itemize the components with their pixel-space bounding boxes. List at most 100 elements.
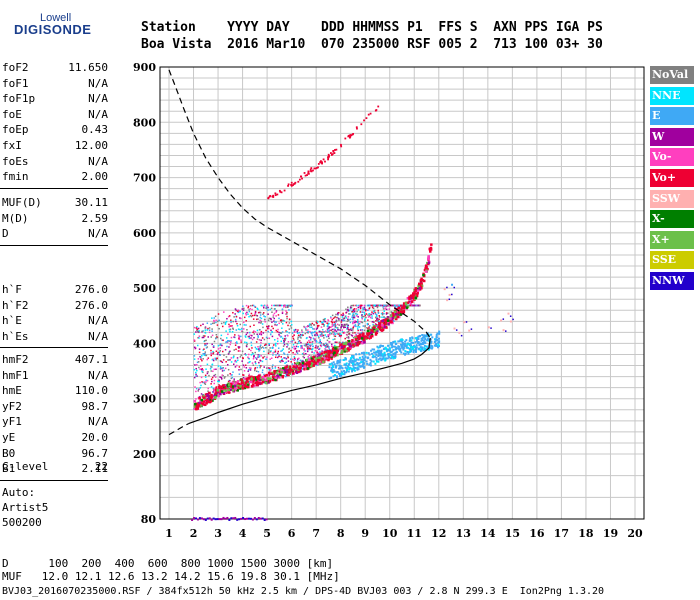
echo-dot xyxy=(333,152,336,154)
echo-dot xyxy=(327,329,329,332)
echo-dot xyxy=(199,387,202,389)
echo-dot xyxy=(249,360,251,363)
echo-dot xyxy=(239,310,241,313)
echo-dot xyxy=(362,365,365,368)
echo-dot xyxy=(303,349,305,351)
echo-dot xyxy=(361,318,364,320)
echo-dot xyxy=(370,360,373,363)
echo-dot xyxy=(206,393,209,397)
echo-dot xyxy=(218,319,220,322)
echo-dot xyxy=(341,367,344,370)
echo-dot xyxy=(314,338,316,340)
echo-dot xyxy=(193,405,197,408)
header-row-labels: Station YYYY DAY DDD HHMMSS P1 FFS S AXN… xyxy=(141,20,603,35)
echo-dot xyxy=(337,311,340,314)
echo-dot xyxy=(377,311,380,314)
echo-dot xyxy=(372,304,374,307)
echo-dot xyxy=(413,344,416,347)
echo-dot xyxy=(213,374,215,377)
echo-dot xyxy=(193,399,197,403)
echo-dot xyxy=(365,360,368,363)
echo-dot xyxy=(382,304,384,307)
echo-dot xyxy=(225,356,228,358)
echo-dot xyxy=(274,367,277,369)
legend-item-sse: SSE xyxy=(650,251,694,270)
echo-dot xyxy=(364,356,367,359)
echo-dot xyxy=(346,327,349,329)
echo-dot xyxy=(422,273,425,277)
echo-dot xyxy=(237,311,240,314)
echo-dot xyxy=(231,387,235,390)
echo-dot xyxy=(290,340,292,343)
echo-dot xyxy=(255,358,258,360)
echo-dot xyxy=(285,364,288,367)
echo-dot xyxy=(397,340,400,343)
echo-dot xyxy=(337,314,339,316)
echo-dot xyxy=(301,361,305,365)
echo-dot xyxy=(383,353,386,356)
echo-dot xyxy=(281,304,283,307)
echo-dot xyxy=(322,354,324,356)
param-name: foEs xyxy=(2,154,29,168)
echo-dot xyxy=(196,329,198,331)
echo-dot xyxy=(344,366,347,369)
echo-dot xyxy=(376,345,379,348)
echo-dot xyxy=(258,381,261,385)
echo-dot xyxy=(421,334,424,337)
echo-dot xyxy=(334,335,337,338)
legend-item-noval: NoVal xyxy=(650,66,694,84)
echo-dot xyxy=(400,351,403,354)
echo-dot xyxy=(353,325,356,327)
echo-dot xyxy=(305,327,307,330)
echo-dot xyxy=(369,325,371,327)
param-value: 98.7 xyxy=(81,399,109,413)
echo-dot xyxy=(372,312,374,315)
echo-dot xyxy=(264,316,266,318)
param-value: 110.0 xyxy=(74,384,108,398)
echo-dot xyxy=(310,337,312,339)
echo-dot xyxy=(299,335,301,337)
echo-dot xyxy=(194,517,197,520)
echo-dot xyxy=(267,330,269,333)
echo-dot xyxy=(263,315,265,317)
echo-dot xyxy=(417,304,420,307)
echo-dot xyxy=(200,404,203,407)
echo-dot xyxy=(321,162,323,165)
echo-dot xyxy=(422,279,426,283)
param-row-h-f2: h`F2 276.0 xyxy=(2,299,108,313)
echo-dot xyxy=(369,364,372,367)
echo-dot xyxy=(195,375,197,377)
echo-dot xyxy=(436,346,439,349)
echo-dot xyxy=(200,358,202,360)
echo-dot xyxy=(340,323,343,326)
echo-dot xyxy=(401,346,404,349)
echo-dot xyxy=(278,333,280,336)
echo-dot xyxy=(392,349,395,352)
echo-dot xyxy=(424,348,427,351)
echo-dot xyxy=(282,368,285,372)
echo-dot xyxy=(193,355,196,357)
echo-dot xyxy=(370,313,372,316)
legend-item-nnw: NNW xyxy=(650,272,694,290)
echo-dot xyxy=(285,321,288,324)
echo-dot xyxy=(340,334,342,337)
echo-dot xyxy=(285,375,287,378)
echo-dot xyxy=(399,338,402,341)
echo-dot xyxy=(414,287,418,290)
echo-dot xyxy=(401,339,404,342)
echo-dot xyxy=(196,344,199,347)
echo-dot xyxy=(249,325,252,328)
echo-dot xyxy=(435,336,438,339)
param-value: N/A xyxy=(88,329,108,343)
echo-dot xyxy=(371,304,373,307)
echo-dot xyxy=(281,331,284,333)
echo-dot xyxy=(312,364,315,367)
echo-dot xyxy=(298,340,301,342)
echo-dot xyxy=(286,315,288,318)
echo-dot xyxy=(383,310,386,312)
echo-dot xyxy=(274,304,276,307)
echo-dot xyxy=(197,331,199,333)
echo-dot xyxy=(425,270,428,273)
echo-dot xyxy=(205,347,208,349)
echo-dot xyxy=(349,344,352,348)
